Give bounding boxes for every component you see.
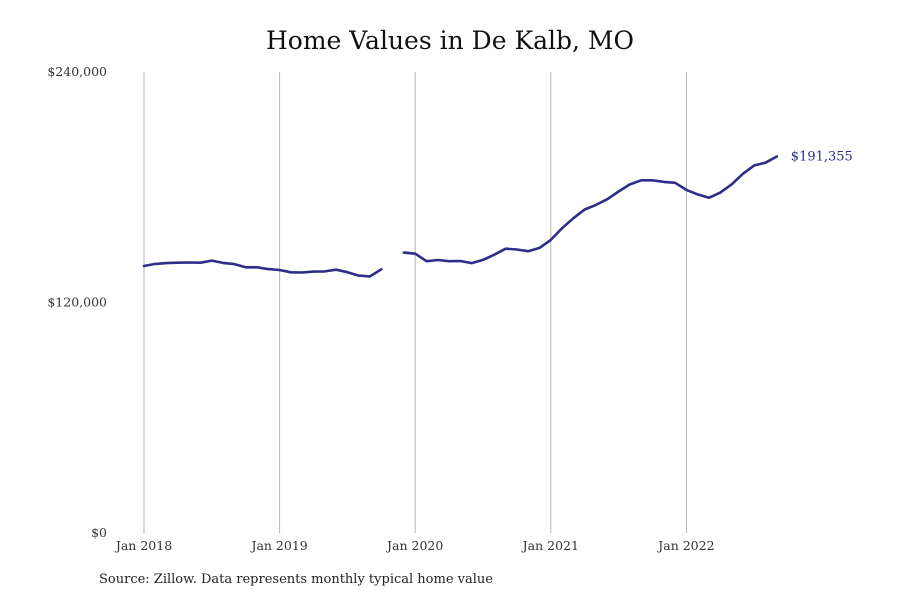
x-tick-label: Jan 2020: [385, 538, 443, 553]
y-tick-label: $240,000: [47, 64, 107, 79]
series-line-segment: [402, 155, 779, 265]
x-tick-label: Jan 2021: [521, 538, 579, 553]
chart-title: Home Values in De Kalb, MO: [265, 26, 635, 55]
x-axis-tick-labels: Jan 2018 Jan 2019 Jan 2020 Jan 2021 Jan 2022: [114, 538, 715, 553]
x-gridlines: [143, 72, 687, 533]
source-note: Source: Zillow. Data represents monthly …: [99, 572, 493, 587]
end-value-label: $191,355: [791, 150, 853, 165]
y-tick-label: $0: [91, 525, 107, 540]
y-axis-tick-labels: $0 $120,000 $240,000: [47, 64, 107, 540]
series-lines: [142, 155, 779, 278]
x-tick-label: Jan 2022: [656, 538, 714, 553]
y-tick-label: $120,000: [47, 295, 107, 310]
x-tick-label: Jan 2018: [114, 538, 172, 553]
x-tick-label: Jan 2019: [249, 538, 307, 553]
series-line-segment: [142, 259, 383, 278]
